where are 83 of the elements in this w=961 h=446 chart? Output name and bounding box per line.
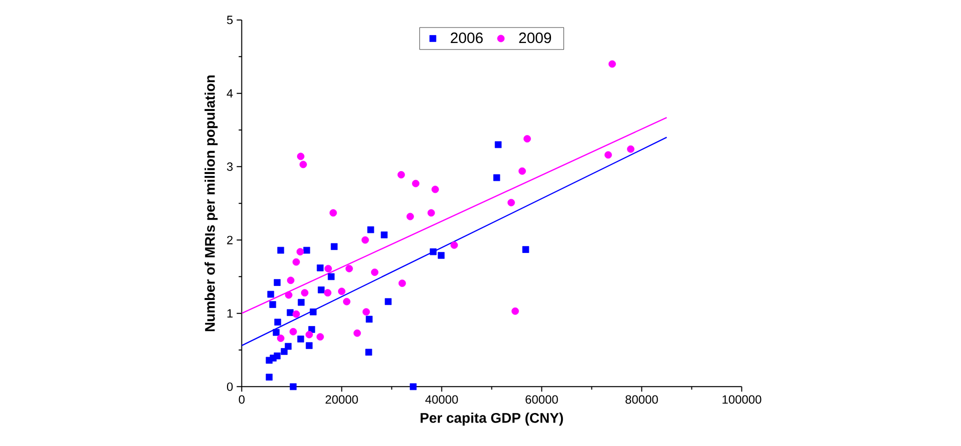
point [316, 333, 324, 341]
y-tick-label: 4 [226, 89, 233, 98]
point [266, 374, 273, 381]
x-tick-label: 60000 [526, 395, 558, 404]
point [272, 329, 280, 336]
point [306, 330, 313, 338]
point [290, 328, 297, 336]
point [398, 171, 405, 178]
point [384, 298, 392, 306]
point [297, 336, 304, 342]
x-tick-label: 0 [238, 395, 245, 404]
y-tick-label: 1 [227, 309, 233, 318]
point [287, 276, 294, 284]
y-axis-title: Number of MRIs per million population [204, 75, 218, 332]
point [428, 209, 435, 217]
point [430, 248, 437, 256]
point [290, 383, 297, 390]
point [604, 151, 612, 159]
y-tick-label: 5 [226, 16, 233, 24]
x-tick-label: 40000 [425, 395, 458, 404]
point [318, 286, 325, 294]
point [330, 243, 338, 250]
point [338, 288, 346, 296]
point [297, 152, 304, 160]
point [277, 246, 284, 254]
point [398, 280, 406, 287]
point [328, 273, 335, 280]
point [518, 167, 526, 175]
point [274, 279, 281, 286]
x-axis-title: Per capita GDP (CNY) [420, 412, 563, 426]
x-tick-label: 80000 [626, 395, 658, 404]
point [292, 310, 300, 318]
point [296, 248, 304, 256]
point [432, 186, 439, 194]
point [522, 246, 530, 253]
point [316, 264, 324, 272]
point [354, 329, 361, 337]
y-tick-label: 2 [227, 236, 233, 244]
point [285, 291, 292, 299]
point [524, 135, 531, 142]
point [310, 308, 317, 316]
point [410, 383, 417, 390]
point [269, 301, 276, 308]
point [303, 246, 310, 254]
point [450, 241, 458, 249]
point [300, 160, 307, 168]
point [362, 236, 369, 244]
point [412, 180, 420, 188]
legend-label: 2006 [450, 32, 483, 44]
legend-label: 2009 [519, 32, 552, 44]
point [438, 252, 445, 259]
point [508, 198, 515, 206]
point [346, 264, 353, 272]
point [494, 141, 502, 148]
point [301, 289, 308, 297]
y-tick-label: 0 [226, 382, 233, 391]
y-tick-label: 3 [226, 162, 233, 171]
point [380, 231, 388, 238]
point [362, 308, 370, 316]
point [324, 264, 332, 272]
point [298, 298, 305, 306]
point [277, 334, 284, 342]
point [608, 60, 616, 68]
point [343, 298, 350, 306]
point [286, 309, 294, 316]
x-tick-label: 100000 [722, 395, 762, 404]
point [493, 174, 500, 182]
point [330, 209, 337, 217]
point [371, 268, 378, 276]
x-tick-label: 20000 [326, 395, 358, 404]
point [366, 316, 373, 323]
point [267, 290, 274, 298]
point [324, 289, 332, 297]
point [306, 342, 313, 350]
point [292, 258, 300, 266]
point [406, 212, 414, 220]
point [367, 226, 374, 234]
point [284, 342, 292, 350]
point [512, 307, 519, 315]
point [274, 352, 281, 360]
point [365, 348, 372, 356]
point [274, 318, 282, 326]
point [627, 145, 634, 153]
